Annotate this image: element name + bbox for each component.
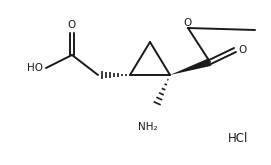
Text: HCl: HCl <box>228 132 248 145</box>
Text: O: O <box>183 18 191 28</box>
Text: NH₂: NH₂ <box>138 122 158 132</box>
Text: O: O <box>68 20 76 30</box>
Polygon shape <box>170 58 211 75</box>
Text: HO: HO <box>27 63 43 73</box>
Text: O: O <box>238 45 246 55</box>
